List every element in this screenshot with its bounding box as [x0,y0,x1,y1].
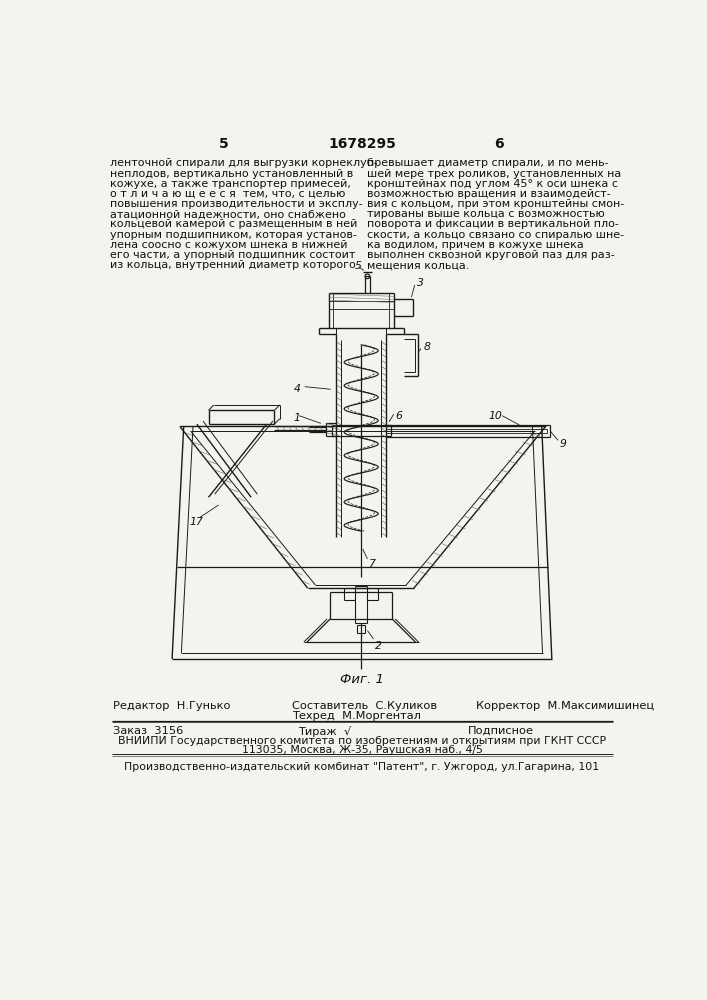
Text: повышения производительности и эксплу-: повышения производительности и эксплу- [110,199,363,209]
Text: Корректор  М.Максимишинец: Корректор М.Максимишинец [476,701,654,711]
Text: атационной надежности, оно снабжено: атационной надежности, оно снабжено [110,209,346,219]
Text: тированы выше кольца с возможностью: тированы выше кольца с возможностью [368,209,605,219]
Text: ленточной спирали для выгрузки корнеклуб-: ленточной спирали для выгрузки корнеклуб… [110,158,378,168]
Text: выполнен сквозной круговой паз для раз-: выполнен сквозной круговой паз для раз- [368,250,615,260]
Text: кожухе, а также транспортер примесей,: кожухе, а также транспортер примесей, [110,179,351,189]
Text: 1: 1 [293,413,300,423]
Text: Тираж  √: Тираж √ [298,726,351,737]
Text: 9: 9 [559,439,566,449]
Text: Подписное: Подписное [468,726,534,736]
Text: скости, а кольцо связано со спиралью шне-: скости, а кольцо связано со спиралью шне… [368,230,624,240]
Text: Редактор  Н.Гунько: Редактор Н.Гунько [113,701,230,711]
Text: Составитель  С.Куликов: Составитель С.Куликов [292,701,437,711]
Text: ВНИИПИ Государственного комитета по изобретениям и открытиям при ГКНТ СССР: ВНИИПИ Государственного комитета по изоб… [118,736,606,746]
Text: ка водилом, причем в кожухе шнека: ка водилом, причем в кожухе шнека [368,240,584,250]
Text: 2: 2 [375,641,382,651]
Text: кольцевой камерой с размещенным в ней: кольцевой камерой с размещенным в ней [110,219,358,229]
Text: упорным подшипником, которая установ-: упорным подшипником, которая установ- [110,230,357,240]
Text: 5: 5 [355,261,362,271]
Text: Производственно-издательский комбинат "Патент", г. Ужгород, ул.Гагарина, 101: Производственно-издательский комбинат "П… [124,762,600,772]
Text: 4: 4 [293,384,300,394]
Text: возможностью вращения и взаимодейст-: возможностью вращения и взаимодейст- [368,189,611,199]
Text: мещения кольца.: мещения кольца. [368,260,469,270]
Text: 10: 10 [489,411,502,421]
Text: 113035, Москва, Ж-35, Раушская наб., 4/5: 113035, Москва, Ж-35, Раушская наб., 4/5 [242,745,482,755]
Text: поворота и фиксации в вертикальной пло-: поворота и фиксации в вертикальной пло- [368,219,619,229]
Text: неплодов, вертикально установленный в: неплодов, вертикально установленный в [110,169,354,179]
Text: превышает диаметр спирали, и по мень-: превышает диаметр спирали, и по мень- [368,158,609,168]
Text: 5: 5 [219,137,229,151]
Text: вия с кольцом, при этом кронштейны смон-: вия с кольцом, при этом кронштейны смон- [368,199,624,209]
Text: его части, а упорный подшипник состоит: его части, а упорный подшипник состоит [110,250,356,260]
Text: Заказ  3156: Заказ 3156 [113,726,183,736]
Text: Фиг. 1: Фиг. 1 [340,673,384,686]
Text: 6: 6 [494,137,504,151]
Text: 17: 17 [189,517,203,527]
Text: кронштейнах под углом 45° к оси шнека с: кронштейнах под углом 45° к оси шнека с [368,179,619,189]
Text: Техред  М.Моргентал: Техред М.Моргентал [292,711,421,721]
Text: 7: 7 [369,559,376,569]
Text: о т л и ч а ю щ е е с я  тем, что, с целью: о т л и ч а ю щ е е с я тем, что, с цель… [110,189,346,199]
Text: лена соосно с кожухом шнека в нижней: лена соосно с кожухом шнека в нижней [110,240,348,250]
Text: шей мере трех роликов, установленных на: шей мере трех роликов, установленных на [368,169,621,179]
Text: 6: 6 [395,411,402,421]
Text: 3: 3 [417,278,424,288]
Text: 1678295: 1678295 [328,137,396,151]
Text: из кольца, внутренний диаметр которого: из кольца, внутренний диаметр которого [110,260,356,270]
Text: 8: 8 [424,342,431,352]
